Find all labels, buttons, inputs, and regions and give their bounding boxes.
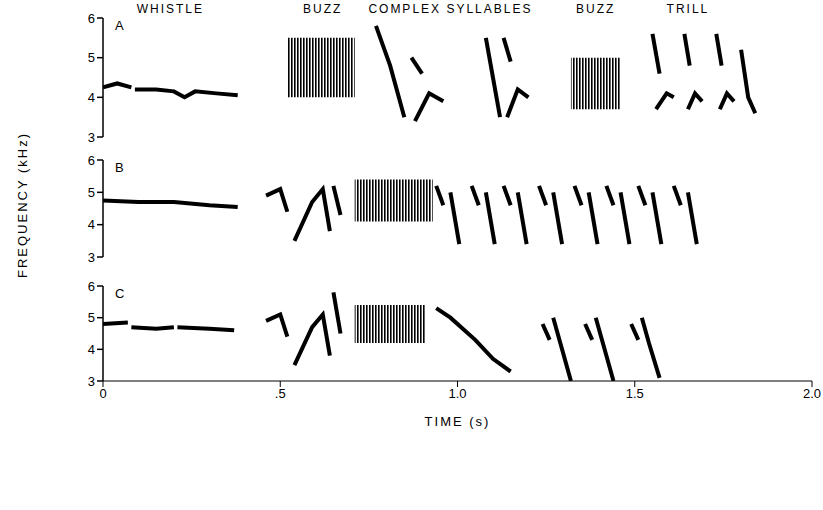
svg-text:5: 5 xyxy=(88,185,95,200)
svg-text:5: 5 xyxy=(88,310,95,325)
html-text:FREQUENCY (kHz): FREQUENCY (kHz) xyxy=(14,132,30,278)
html-text:WHISTLE: WHISTLE xyxy=(136,2,204,16)
html-text:C: C xyxy=(115,286,125,301)
html-text:BUZZ: BUZZ xyxy=(576,2,616,16)
svg-text:TIME (s): TIME (s) xyxy=(425,414,491,429)
svg-text:4: 4 xyxy=(88,90,95,105)
svg-text:.5: .5 xyxy=(275,386,286,401)
html-text:BUZZ: BUZZ xyxy=(303,2,343,16)
svg-text:5: 5 xyxy=(88,50,95,65)
html-text:TRILL: TRILL xyxy=(666,2,710,16)
svg-text:3: 3 xyxy=(88,250,95,265)
svg-text:6: 6 xyxy=(88,279,95,294)
svg-text:3: 3 xyxy=(88,374,95,389)
svg-text:2.0: 2.0 xyxy=(803,386,821,401)
html-text:A: A xyxy=(115,18,124,33)
html-text:COMPLEX SYLLABLES: COMPLEX SYLLABLES xyxy=(368,2,533,16)
html-text:B: B xyxy=(115,160,124,175)
svg-text:1.0: 1.0 xyxy=(448,386,466,401)
svg-text:1.5: 1.5 xyxy=(626,386,644,401)
svg-text:0: 0 xyxy=(99,386,106,401)
svg-text:6: 6 xyxy=(88,153,95,168)
svg-text:6: 6 xyxy=(88,11,95,26)
svg-text:3: 3 xyxy=(88,130,95,145)
svg-text:4: 4 xyxy=(88,342,95,357)
svg-text:4: 4 xyxy=(88,217,95,232)
